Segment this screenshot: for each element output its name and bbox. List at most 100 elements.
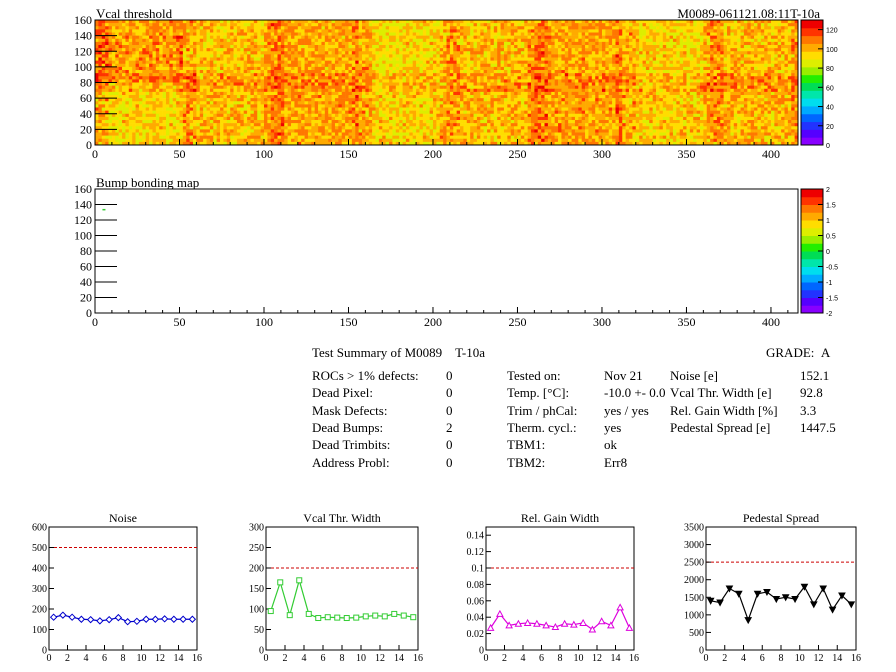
heatmap-cell — [686, 29, 691, 33]
heatmap-cell — [304, 57, 309, 61]
heatmap-cell — [743, 63, 748, 68]
heatmap-cell — [571, 38, 576, 43]
module-id-label: M0089-061121.08:11T-10a — [677, 6, 820, 21]
heatmap-cell — [257, 54, 261, 58]
heatmap-cell — [605, 57, 610, 61]
heatmap-cell — [416, 57, 420, 61]
heatmap-cell — [263, 48, 268, 52]
heatmap-cell — [165, 41, 170, 46]
heatmap-cell — [710, 29, 714, 33]
heatmap-cell — [774, 26, 779, 30]
heatmap-cell — [777, 41, 782, 46]
heatmap-cell — [625, 73, 630, 77]
heatmap-cell — [669, 82, 674, 86]
heatmap-cell — [186, 76, 190, 80]
heatmap-cell — [348, 70, 353, 74]
heatmap-cell — [453, 63, 457, 68]
heatmap-cell — [534, 38, 539, 43]
heatmap-cell — [693, 63, 697, 68]
heatmap-cell — [747, 85, 751, 90]
heatmap-cell — [699, 82, 704, 86]
heatmap-cell — [405, 54, 410, 58]
heatmap-cell — [257, 32, 261, 36]
heatmap-cell — [115, 85, 119, 90]
heatmap-cell — [409, 23, 413, 27]
heatmap-cell — [182, 23, 187, 27]
heatmap-cell — [460, 51, 464, 55]
heatmap-cell — [453, 82, 457, 86]
heatmap-cell — [541, 57, 545, 61]
heatmap-cell — [172, 70, 177, 74]
heatmap-cell — [591, 82, 596, 86]
heatmap-cell — [787, 48, 792, 52]
heatmap-cell — [487, 54, 491, 58]
heatmap-cell — [449, 38, 454, 43]
heatmap-cell — [446, 48, 451, 52]
heatmap-cell — [372, 29, 376, 33]
heatmap-cell — [307, 76, 312, 80]
heatmap-cell — [236, 60, 241, 65]
heatmap-cell — [750, 57, 755, 61]
heatmap-cell — [382, 41, 386, 46]
heatmap-cell — [605, 85, 610, 90]
heatmap-cell — [348, 54, 353, 58]
heatmap-cell — [791, 51, 795, 55]
heatmap-cell — [605, 26, 610, 30]
heatmap-cell — [98, 38, 103, 43]
heatmap-cell — [122, 73, 126, 77]
heatmap-cell — [236, 82, 241, 86]
heatmap-cell — [395, 45, 400, 49]
heatmap-cell — [368, 35, 373, 40]
heatmap-cell — [263, 57, 268, 61]
heatmap-cell — [632, 63, 637, 68]
heatmap-cell — [747, 48, 751, 52]
heatmap-cell — [676, 45, 681, 49]
heatmap-cell — [226, 23, 231, 27]
heatmap-cell — [301, 91, 305, 96]
heatmap-cell — [696, 88, 701, 93]
heatmap-cell — [645, 85, 650, 90]
heatmap-cell — [382, 26, 386, 30]
heatmap-cell — [412, 35, 417, 40]
heatmap-cell — [199, 54, 204, 58]
heatmap-cell — [710, 32, 714, 36]
heatmap-cell — [787, 51, 792, 55]
heatmap-cell — [399, 91, 403, 96]
heatmap-cell — [659, 20, 664, 24]
heatmap-cell — [294, 57, 299, 61]
heatmap-cell — [392, 73, 397, 77]
heatmap-cell — [149, 85, 153, 90]
heatmap-cell — [314, 48, 319, 52]
heatmap-cell — [111, 70, 116, 74]
heatmap-cell — [480, 60, 484, 65]
heatmap-cell — [159, 85, 163, 90]
heatmap-cell — [456, 45, 461, 49]
heatmap-cell — [240, 41, 245, 46]
heatmap-cell — [439, 63, 444, 68]
heatmap-cell — [304, 29, 309, 33]
heatmap-cell — [476, 91, 481, 96]
heatmap-cell — [743, 41, 748, 46]
heatmap-cell — [277, 60, 282, 65]
heatmap-cell — [108, 70, 113, 74]
heatmap-cell — [693, 41, 697, 46]
heatmap-cell — [645, 76, 650, 80]
heatmap-cell — [179, 38, 184, 43]
heatmap-cell — [727, 20, 731, 24]
heatmap-cell — [334, 88, 339, 93]
heatmap-cell — [260, 88, 265, 93]
heatmap-cell — [132, 29, 136, 33]
heatmap-cell — [368, 82, 373, 86]
heatmap-cell — [196, 66, 201, 71]
heatmap-cell — [629, 26, 633, 30]
vcal-threshold-map: Vcal threshold M0089-061121.08:11T-10a 0… — [74, 6, 838, 161]
heatmap-cell — [608, 20, 613, 24]
heatmap-cell — [558, 73, 562, 77]
heatmap-cell — [111, 20, 116, 24]
heatmap-cell — [574, 23, 579, 27]
heatmap-cell — [378, 48, 383, 52]
heatmap-cell — [730, 70, 735, 74]
heatmap-cell — [220, 85, 224, 90]
heatmap-cell — [142, 66, 146, 71]
heatmap-cell — [328, 45, 332, 49]
